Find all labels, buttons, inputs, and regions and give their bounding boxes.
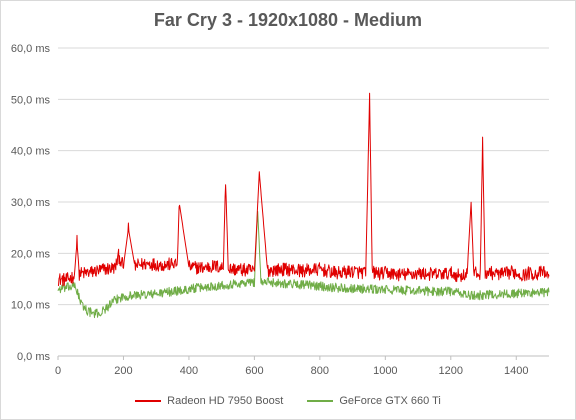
x-tick-label-200: 200 [114, 365, 132, 377]
y-tick-label-50: 50,0 ms [11, 94, 51, 106]
x-tick-label-1400: 1400 [504, 365, 528, 377]
x-tick-label-600: 600 [245, 365, 263, 377]
legend-swatch-series-0 [135, 400, 162, 402]
x-tick-label-800: 800 [311, 365, 329, 377]
legend-item-series-0: Radeon HD 7950 Boost [135, 395, 283, 407]
legend-item-series-1: GeForce GTX 660 Ti [307, 395, 441, 407]
y-tick-label-30: 30,0 ms [11, 197, 51, 209]
y-tick-label-20: 20,0 ms [11, 248, 51, 260]
x-tick-label-0: 0 [55, 365, 61, 377]
chart-title: Far Cry 3 - 1920x1080 - Medium [153, 10, 423, 30]
legend-label-series-1: GeForce GTX 660 Ti [339, 395, 441, 407]
x-tick-label-1200: 1200 [439, 365, 463, 377]
y-tick-label-0: 0,0 ms [17, 351, 51, 363]
legend-label-series-0: Radeon HD 7950 Boost [167, 395, 284, 407]
series-line-1 [57, 211, 550, 319]
y-tick-label-60: 60,0 ms [11, 43, 51, 55]
legend-swatch-series-1 [307, 400, 334, 402]
y-tick-label-40: 40,0 ms [11, 146, 51, 158]
series-line-0 [57, 92, 550, 287]
x-tick-label-1000: 1000 [373, 365, 397, 377]
y-tick-label-10: 10,0 ms [11, 300, 51, 312]
legend: Radeon HD 7950 Boost GeForce GTX 660 Ti [0, 394, 576, 408]
x-tick-label-400: 400 [180, 365, 198, 377]
